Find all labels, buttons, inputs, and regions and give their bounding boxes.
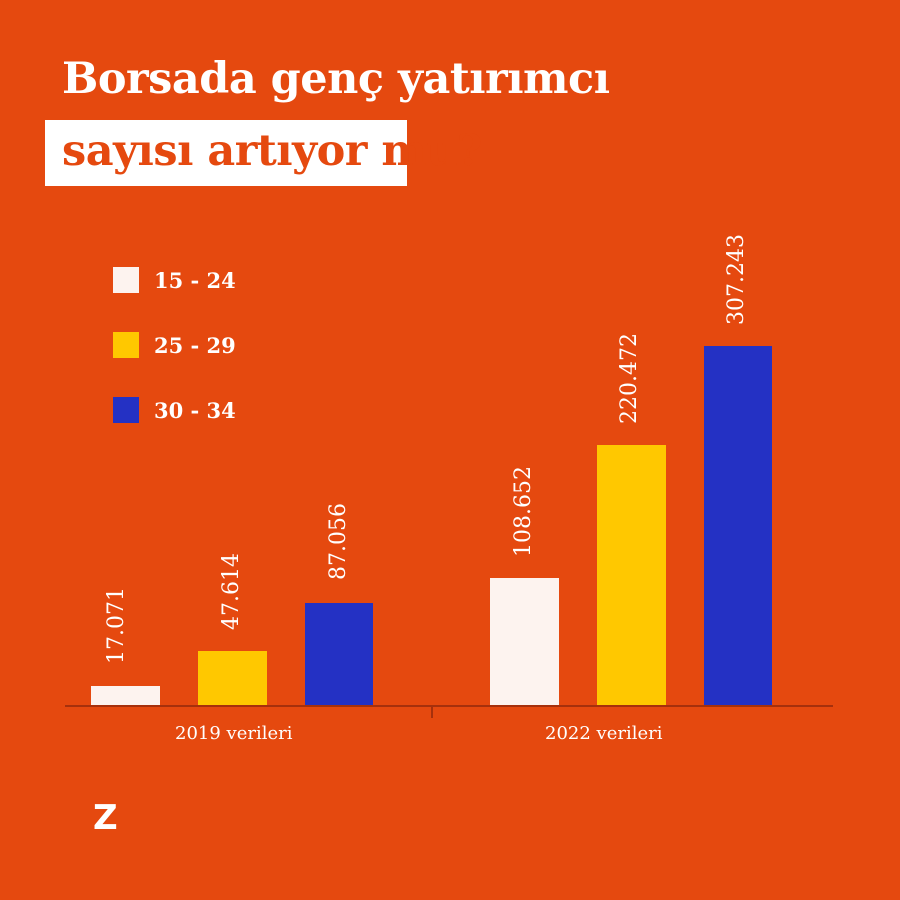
title-line-2: sayısı artıyor mu?: [62, 126, 482, 176]
legend-item-30-34: 30 - 34: [113, 397, 236, 423]
value-label: 47.614: [219, 553, 244, 630]
legend-swatch: [113, 332, 139, 358]
legend-label: 25 - 29: [154, 332, 236, 358]
x-axis-tick: [431, 706, 433, 718]
bar-2019-25-29: [198, 651, 267, 706]
bar-2022-15-24: [490, 578, 559, 706]
value-label: 220.472: [617, 333, 642, 424]
bar-2022-25-29: [597, 445, 666, 706]
legend-item-25-29: 25 - 29: [113, 332, 236, 358]
bar-2022-30-34: [704, 346, 772, 706]
group-label-2022: 2022 verileri: [545, 723, 663, 744]
title-line-1: Borsada genç yatırımcı: [62, 54, 610, 104]
bar-2019-15-24: [91, 686, 160, 706]
brand-logo: Z: [93, 798, 118, 838]
legend-label: 15 - 24: [154, 267, 236, 293]
bar-2019-30-34: [305, 603, 373, 706]
title-highlight-box: [45, 120, 407, 186]
legend-label: 30 - 34: [154, 397, 236, 423]
value-label: 17.071: [104, 587, 129, 664]
value-label: 307.243: [724, 234, 749, 325]
value-label: 87.056: [326, 503, 351, 580]
legend-swatch: [113, 267, 139, 293]
x-axis-line: [65, 705, 833, 707]
legend-swatch: [113, 397, 139, 423]
value-label: 108.652: [511, 466, 536, 557]
group-label-2019: 2019 verileri: [175, 723, 293, 744]
legend-item-15-24: 15 - 24: [113, 267, 236, 293]
